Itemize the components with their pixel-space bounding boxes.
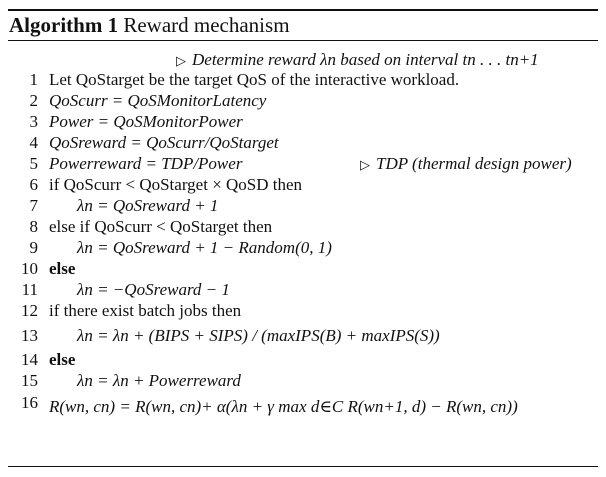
- line-text: else if QoScurr < QoStarget then: [49, 217, 273, 236]
- line-number: 16: [21, 393, 38, 412]
- line-number: 1: [29, 70, 39, 89]
- line-text: λn = QoSreward + 1 − Random(0, 1): [77, 238, 332, 257]
- bottom-rule: [8, 466, 598, 467]
- line-text: if QoScurr < QoStarget × QoSD then: [49, 175, 303, 194]
- line-number: 13: [21, 326, 38, 345]
- line-text: λn = QoSreward + 1: [77, 196, 219, 215]
- header-comment: ▷ Determine reward λn based on interval t…: [176, 50, 539, 70]
- algorithm-title: Algorithm 1 Reward mechanism: [9, 13, 290, 38]
- line-comment-text: TDP (thermal design power): [376, 154, 572, 173]
- line-number: 3: [29, 112, 39, 131]
- line-text: Power = QoSMonitorPower: [49, 112, 243, 131]
- line-number: 2: [29, 91, 39, 110]
- line-text: else: [49, 259, 76, 278]
- comment-triangle-icon: ▷: [360, 157, 370, 172]
- line-number: 10: [21, 259, 38, 278]
- line-number: 6: [29, 175, 39, 194]
- line-number: 15: [21, 371, 38, 390]
- line-number: 7: [29, 196, 39, 215]
- top-rule: [8, 9, 598, 11]
- line-text: QoSreward = QoScurr/QoStarget: [49, 133, 279, 152]
- title-rule: [8, 40, 598, 41]
- header-comment-text: Determine reward λn based on interval tn…: [192, 50, 539, 69]
- line-text: R(wn, cn) = R(wn, cn)+ α(λn + γ max d∈C …: [49, 397, 518, 416]
- line-comment: ▷ TDP (thermal design power): [360, 154, 572, 174]
- line-number: 11: [21, 280, 38, 299]
- line-number: 12: [21, 301, 38, 320]
- line-number: 4: [29, 133, 39, 152]
- line-number: 8: [29, 217, 39, 236]
- algorithm-label: Algorithm 1: [9, 13, 119, 37]
- algorithm-name: Reward mechanism: [123, 13, 290, 37]
- line-text: λn = λn + Powerreward: [77, 371, 241, 390]
- line-text: if there exist batch jobs then: [49, 301, 242, 320]
- line-text: QoScurr = QoSMonitorLatency: [49, 91, 267, 110]
- line-text: Powerreward = TDP/Power: [49, 154, 243, 173]
- line-text: else: [49, 350, 76, 369]
- line-text: λn = −QoSreward − 1: [77, 280, 230, 299]
- line-number: 5: [29, 154, 39, 173]
- comment-triangle-icon: ▷: [176, 53, 186, 68]
- line-number: 14: [21, 350, 38, 369]
- line-number: 9: [29, 238, 39, 257]
- line-text: λn = λn + (BIPS + SIPS) / (maxIPS(B) + m…: [77, 326, 440, 345]
- line-text: Let QoStarget be the target QoS of the i…: [49, 70, 460, 89]
